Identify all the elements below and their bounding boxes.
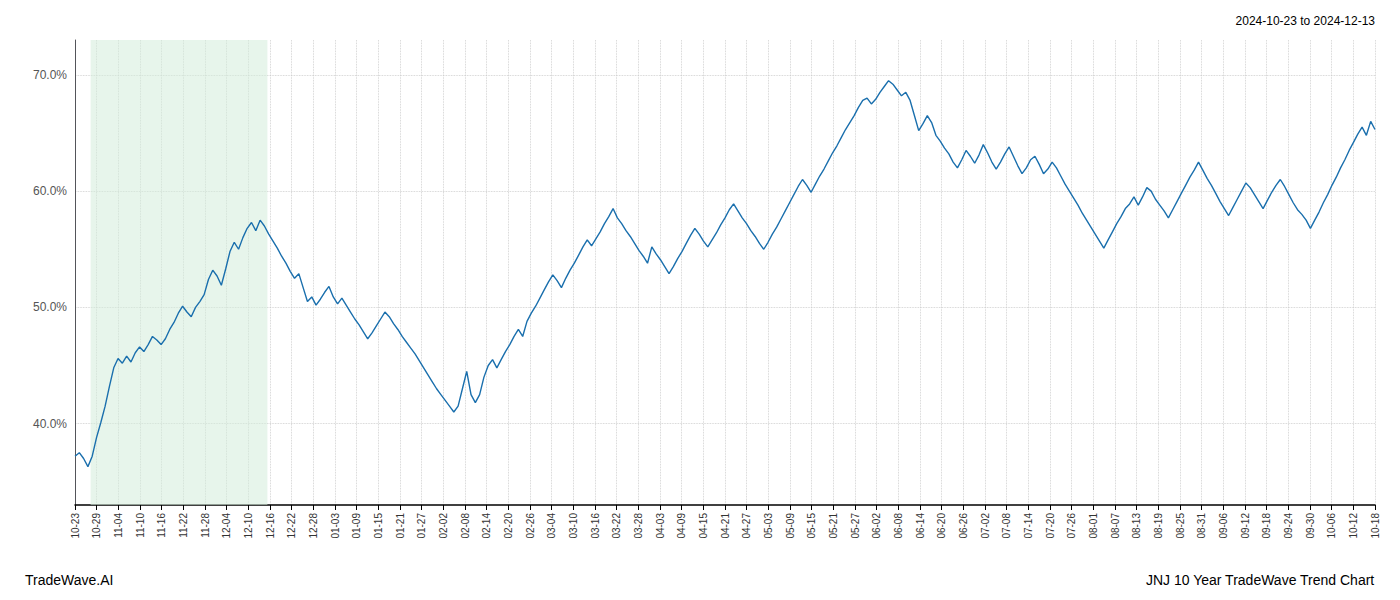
svg-text:06-14: 06-14 <box>915 513 926 539</box>
svg-text:09-12: 09-12 <box>1240 513 1251 539</box>
svg-text:08-01: 08-01 <box>1088 513 1099 539</box>
svg-text:10-12: 10-12 <box>1348 513 1359 539</box>
svg-text:03-22: 03-22 <box>611 513 622 539</box>
svg-text:07-02: 07-02 <box>980 513 991 539</box>
svg-text:07-26: 07-26 <box>1066 513 1077 539</box>
svg-text:40.0%: 40.0% <box>33 417 67 431</box>
svg-text:10-18: 10-18 <box>1370 513 1381 539</box>
svg-text:09-24: 09-24 <box>1283 513 1294 539</box>
svg-text:11-16: 11-16 <box>156 513 167 538</box>
svg-text:01-09: 01-09 <box>351 513 362 539</box>
svg-text:06-26: 06-26 <box>958 513 969 539</box>
svg-text:06-08: 06-08 <box>893 513 904 539</box>
svg-text:TradeWave.AI: TradeWave.AI <box>25 572 113 588</box>
svg-text:02-14: 02-14 <box>481 513 492 539</box>
svg-text:60.0%: 60.0% <box>33 184 67 198</box>
svg-text:02-02: 02-02 <box>438 513 449 539</box>
svg-text:06-02: 06-02 <box>871 513 882 539</box>
svg-text:01-15: 01-15 <box>373 513 384 539</box>
svg-text:03-28: 03-28 <box>633 513 644 539</box>
svg-text:08-31: 08-31 <box>1196 513 1207 539</box>
svg-text:02-20: 02-20 <box>503 513 514 539</box>
svg-text:03-10: 03-10 <box>568 513 579 539</box>
svg-text:02-26: 02-26 <box>525 513 536 539</box>
svg-text:07-08: 07-08 <box>1001 513 1012 539</box>
svg-text:70.0%: 70.0% <box>33 68 67 82</box>
svg-text:05-03: 05-03 <box>763 513 774 539</box>
svg-text:05-21: 05-21 <box>828 513 839 539</box>
svg-text:09-06: 09-06 <box>1218 513 1229 539</box>
svg-text:08-13: 08-13 <box>1131 513 1142 539</box>
svg-text:04-03: 04-03 <box>655 513 666 539</box>
svg-text:02-08: 02-08 <box>460 513 471 539</box>
svg-text:04-15: 04-15 <box>698 513 709 539</box>
svg-text:09-30: 09-30 <box>1305 513 1316 539</box>
svg-text:12-22: 12-22 <box>286 513 297 539</box>
svg-text:07-20: 07-20 <box>1045 513 1056 539</box>
svg-text:01-21: 01-21 <box>395 513 406 539</box>
svg-text:12-16: 12-16 <box>265 513 276 539</box>
svg-text:11-04: 11-04 <box>113 513 124 538</box>
svg-text:12-28: 12-28 <box>308 513 319 539</box>
svg-text:01-03: 01-03 <box>330 513 341 539</box>
svg-text:2024-10-23 to 2024-12-13: 2024-10-23 to 2024-12-13 <box>1236 14 1376 28</box>
svg-text:05-15: 05-15 <box>806 513 817 539</box>
svg-text:07-14: 07-14 <box>1023 513 1034 539</box>
svg-text:04-21: 04-21 <box>720 513 731 539</box>
svg-text:10-29: 10-29 <box>91 513 102 539</box>
svg-text:12-04: 12-04 <box>221 513 232 539</box>
svg-text:11-28: 11-28 <box>200 513 211 538</box>
svg-text:03-04: 03-04 <box>546 513 557 539</box>
svg-text:01-27: 01-27 <box>416 513 427 539</box>
svg-text:04-27: 04-27 <box>741 513 752 539</box>
svg-text:09-18: 09-18 <box>1261 513 1272 539</box>
svg-text:11-10: 11-10 <box>135 513 146 538</box>
svg-text:50.0%: 50.0% <box>33 300 67 314</box>
svg-text:JNJ 10 Year TradeWave Trend Ch: JNJ 10 Year TradeWave Trend Chart <box>1146 572 1374 588</box>
svg-text:04-09: 04-09 <box>676 513 687 539</box>
svg-text:10-06: 10-06 <box>1326 513 1337 539</box>
svg-text:03-16: 03-16 <box>590 513 601 539</box>
svg-text:08-07: 08-07 <box>1110 513 1121 539</box>
svg-text:05-09: 05-09 <box>785 513 796 539</box>
svg-text:12-10: 12-10 <box>243 513 254 539</box>
svg-text:10-23: 10-23 <box>70 513 81 539</box>
svg-text:08-19: 08-19 <box>1153 513 1164 539</box>
svg-text:08-25: 08-25 <box>1175 513 1186 539</box>
svg-text:11-22: 11-22 <box>178 513 189 538</box>
svg-text:05-27: 05-27 <box>850 513 861 539</box>
svg-text:06-20: 06-20 <box>936 513 947 539</box>
